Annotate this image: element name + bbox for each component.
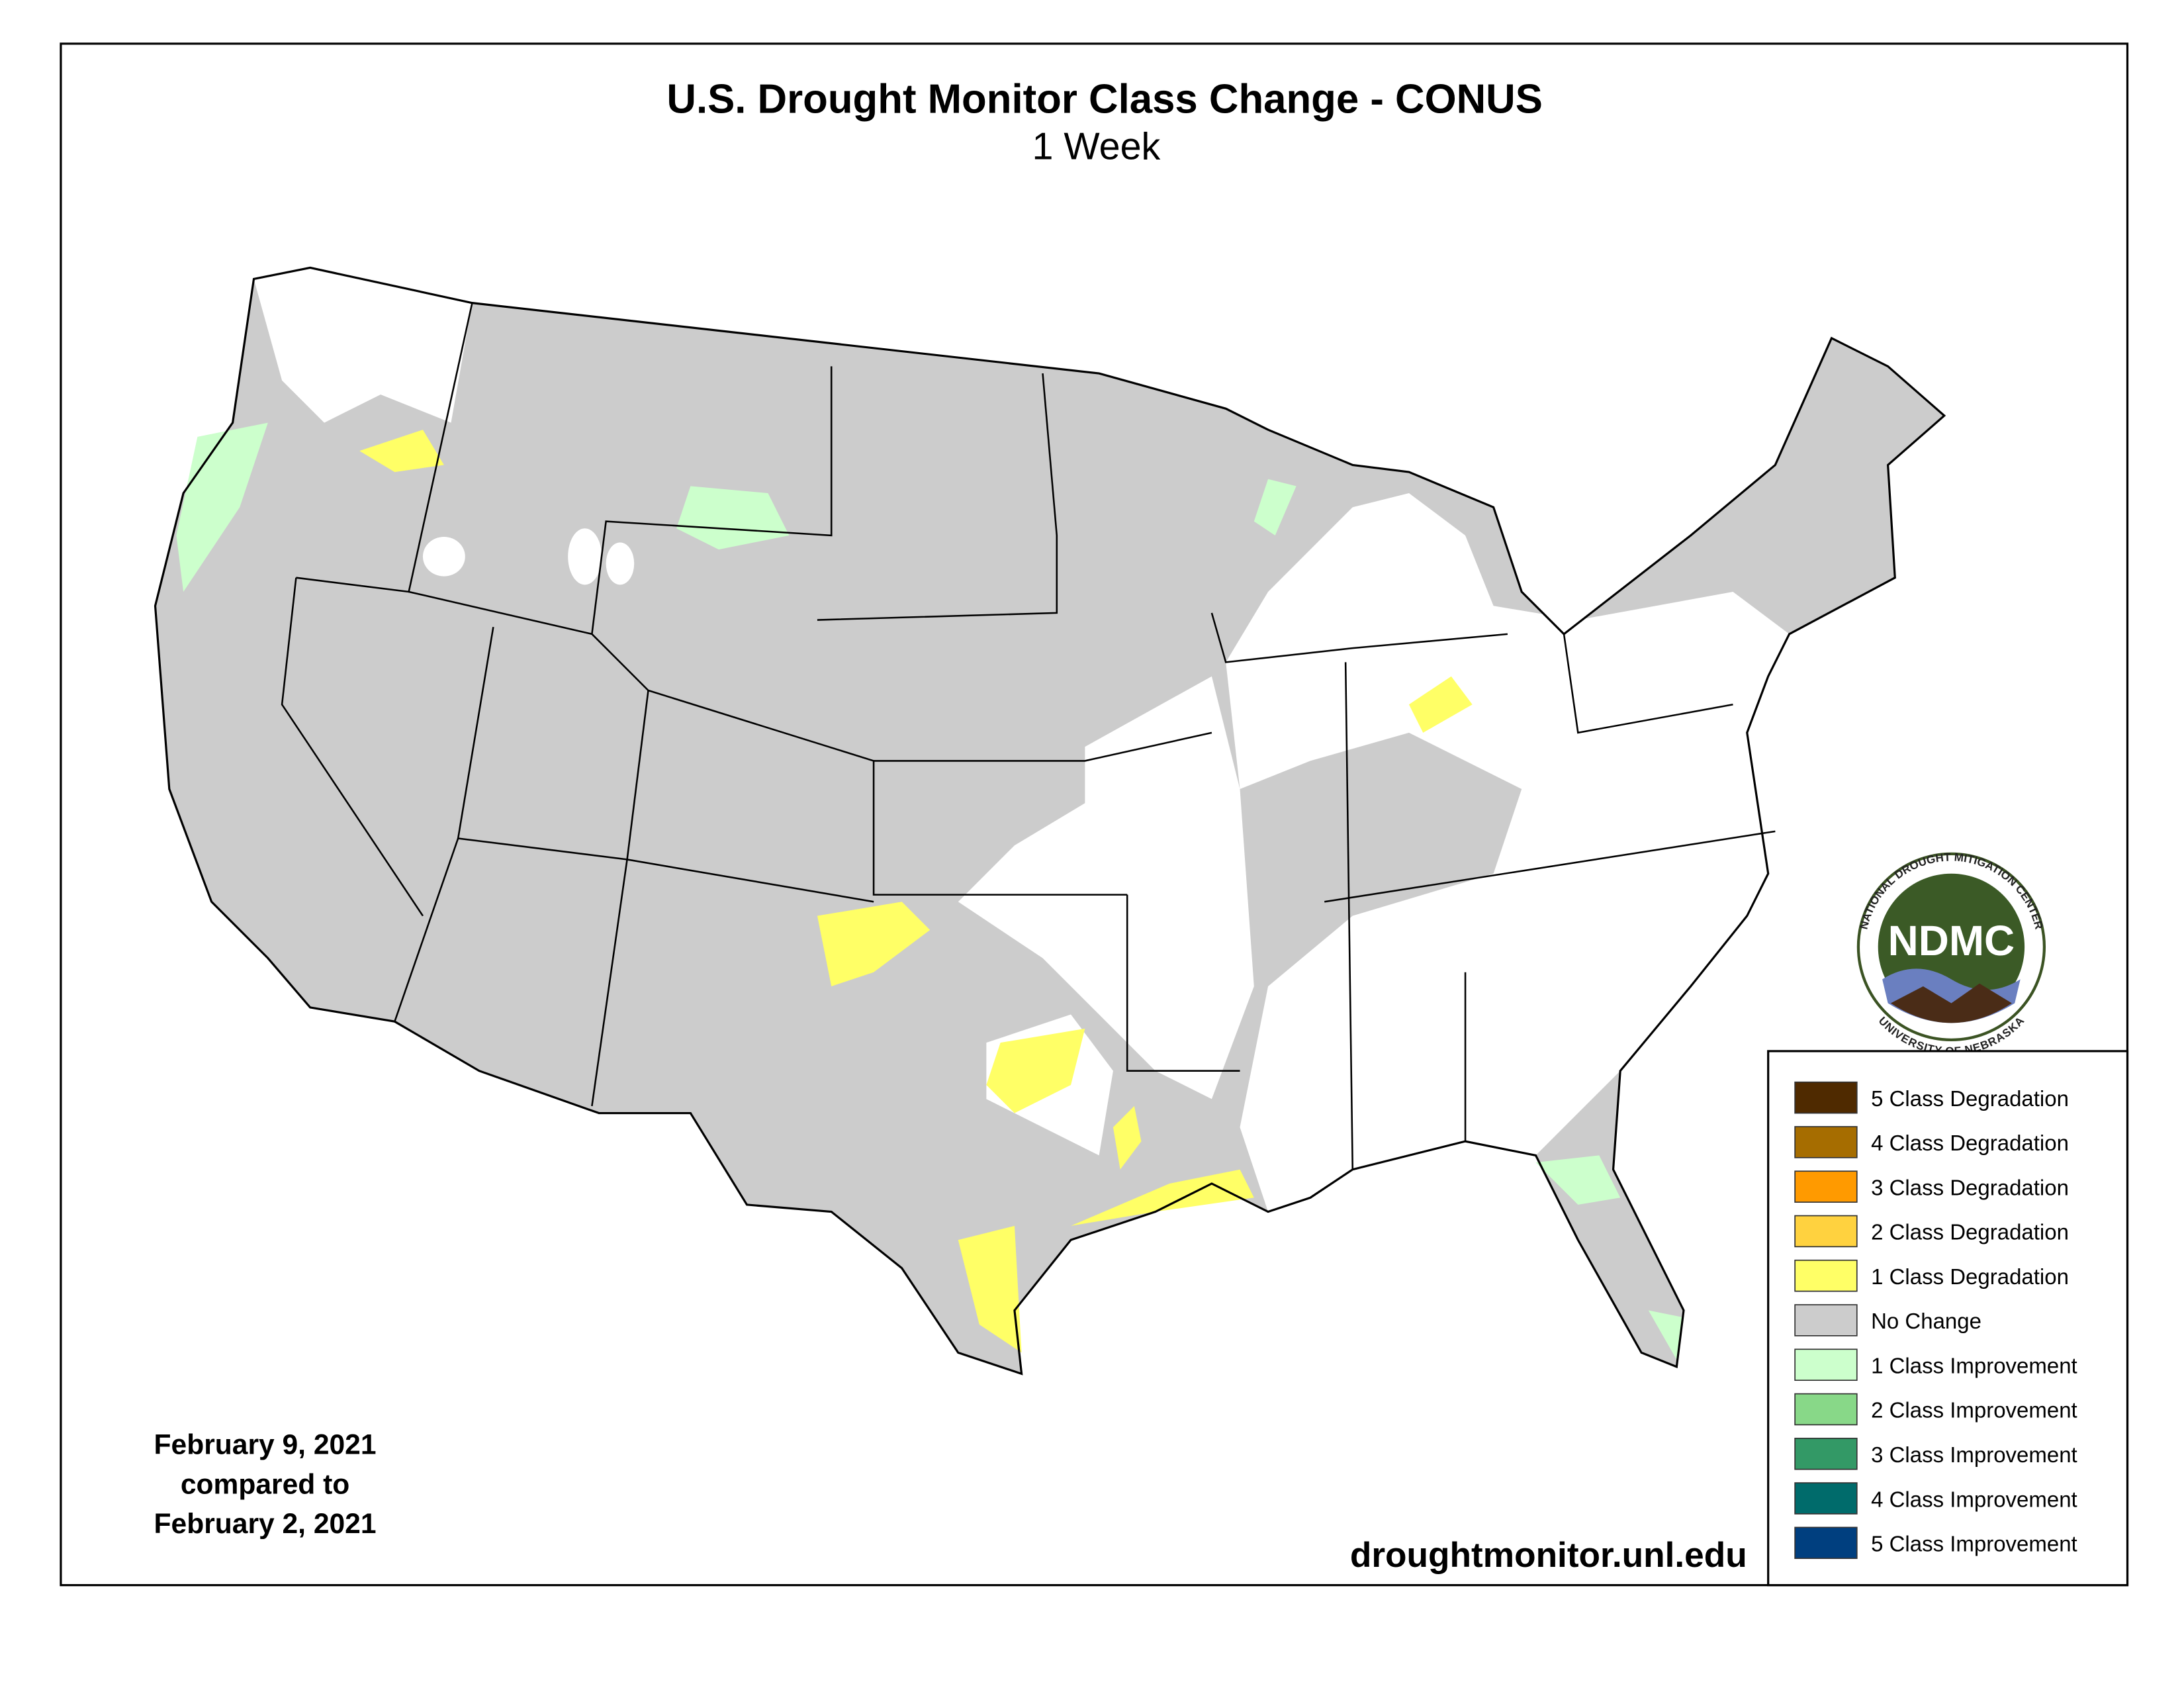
change-area xyxy=(1071,1169,1254,1226)
legend-label: 4 Class Degradation xyxy=(1871,1131,2069,1155)
legend-label: 3 Class Degradation xyxy=(1871,1175,2069,1199)
legend-swatch xyxy=(1794,1215,1858,1248)
improvement-areas xyxy=(176,422,1684,1360)
change-area xyxy=(676,486,790,550)
change-area xyxy=(1253,479,1297,536)
date-text: compared to xyxy=(181,1468,349,1500)
legend-swatch xyxy=(1794,1304,1858,1336)
change-area xyxy=(817,902,931,986)
legend-label: 3 Class Improvement xyxy=(1871,1442,2077,1467)
logo: NDMC NATIONAL DROUGHT MITIGATION CENTER … xyxy=(1856,851,2046,1058)
date-text: February 9, 2021 xyxy=(154,1429,377,1461)
state-lines xyxy=(281,303,1776,1170)
url: droughtmonitor.unl.edu xyxy=(1350,1536,1747,1575)
date-block: February 9, 2021 compared to February 2,… xyxy=(154,1429,377,1540)
legend-swatch xyxy=(1794,1526,1858,1560)
legend-label: 1 Class Improvement xyxy=(1871,1353,2077,1378)
unchanged-out-area xyxy=(253,267,1790,1212)
legend-swatch xyxy=(1794,1348,1858,1381)
legend-label: 2 Class Degradation xyxy=(1871,1220,2069,1244)
change-area xyxy=(1408,676,1473,733)
change-area xyxy=(1113,1105,1142,1170)
change-area xyxy=(176,422,268,592)
legend-label: 2 Class Improvement xyxy=(1871,1398,2077,1423)
legend-swatch xyxy=(1794,1126,1858,1158)
change-area xyxy=(359,430,444,473)
legend-swatch xyxy=(1794,1081,1858,1114)
legend-label: No Change xyxy=(1871,1309,1981,1333)
degradation-areas xyxy=(359,430,1473,1353)
conus-outline xyxy=(154,266,1946,1376)
change-area xyxy=(1648,1310,1684,1360)
legend-label: 5 Class Degradation xyxy=(1871,1086,2069,1111)
legend-label: 4 Class Improvement xyxy=(1871,1487,2077,1511)
logo-abbr: NDMC xyxy=(1888,917,2015,964)
legend-swatch xyxy=(1794,1259,1858,1292)
legend-label: 5 Class Improvement xyxy=(1871,1532,2077,1556)
legend-swatch xyxy=(1794,1393,1858,1426)
title: U.S. Drought Monitor Class Change - CONU… xyxy=(666,76,1543,122)
change-area xyxy=(1535,1155,1621,1205)
legend: 5 Class Degradation 4 Class Degradation 3 … xyxy=(1767,1050,2129,1587)
date-text: February 2, 2021 xyxy=(154,1508,377,1540)
change-area xyxy=(958,1225,1022,1353)
subtitle: 1 Week xyxy=(1032,126,1160,168)
legend-swatch xyxy=(1794,1437,1858,1470)
conus-map xyxy=(154,266,1946,1376)
legend-swatch xyxy=(1794,1482,1858,1515)
legend-label: 1 Class Degradation xyxy=(1871,1264,2069,1289)
legend-swatch xyxy=(1794,1170,1858,1203)
change-area xyxy=(986,1028,1085,1113)
